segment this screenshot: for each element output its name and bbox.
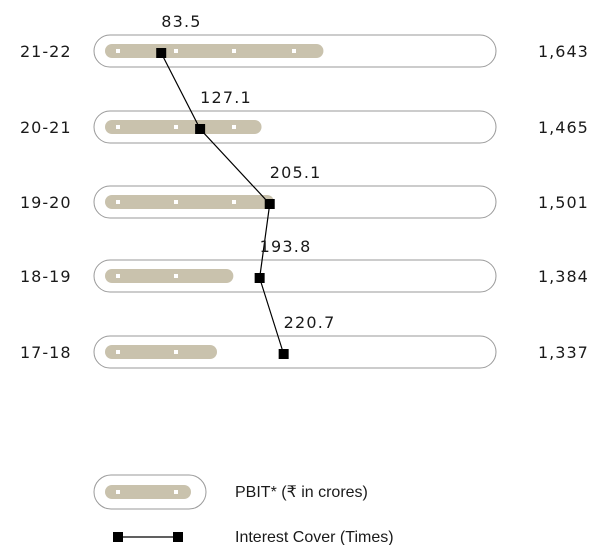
pbit-value-label: 1,384 (538, 267, 589, 286)
interest-cover-marker (264, 199, 275, 209)
category-label: 18-19 (20, 267, 72, 286)
legend-interest-marker (173, 532, 183, 542)
chart-row: 18-19 1,384 (20, 259, 589, 293)
bar-track (93, 335, 497, 369)
legend-item-interest-cover: Interest Cover (Times) (113, 529, 394, 545)
pbit-value-label: 1,465 (538, 118, 589, 137)
category-label: 21-22 (20, 42, 72, 61)
interest-cover-marker (195, 124, 206, 134)
pbit-value-label: 1,337 (538, 343, 589, 362)
pbit-bar (105, 120, 262, 134)
pbit-value-label: 1,501 (538, 193, 589, 212)
pbit-bar (105, 44, 324, 58)
legend-interest-marker (113, 532, 123, 542)
bar-dot (116, 200, 120, 204)
chart-row: 17-18 1,337 (20, 335, 589, 369)
legend-pbit-dot (116, 490, 120, 494)
interest-cover-marker (278, 349, 289, 359)
bar-dot (174, 274, 178, 278)
category-label: 20-21 (20, 118, 72, 137)
bar-track (93, 185, 497, 219)
legend-pbit-label: PBIT* (₹ in crores) (235, 484, 368, 501)
bar-dot (116, 49, 120, 53)
bar-dot (174, 350, 178, 354)
bar-dot (174, 200, 178, 204)
chart-row: 19-20 1,501 (20, 185, 589, 219)
interest-cover-value-label: 127.1 (200, 88, 252, 107)
interest-cover-value-label: 220.7 (284, 313, 336, 332)
bar-dot (174, 125, 178, 129)
category-label: 17-18 (20, 343, 72, 362)
bar-dot (116, 350, 120, 354)
interest-cover-value-label: 205.1 (270, 163, 322, 182)
pbit-bar (105, 345, 218, 359)
interest-cover-line-layer: 83.5 127.1 205.1 193.8 220.7 (156, 12, 336, 359)
legend-pbit-dot (174, 490, 178, 494)
legend-item-pbit: PBIT* (₹ in crores) (93, 474, 368, 510)
bar-dot (292, 49, 296, 53)
legend: PBIT* (₹ in crores) Interest Cover (Time… (93, 474, 394, 545)
legend-pbit-bar (105, 485, 191, 499)
interest-cover-marker (254, 273, 265, 283)
bar-dot (232, 125, 236, 129)
interest-cover-value-label: 83.5 (161, 12, 201, 31)
pbit-value-label: 1,643 (538, 42, 589, 61)
chart-row: 21-22 1,643 (20, 34, 589, 68)
bar-dot (174, 49, 178, 53)
bar-dot (116, 125, 120, 129)
category-label: 19-20 (20, 193, 72, 212)
interest-cover-value-label: 193.8 (260, 237, 312, 256)
bar-track (93, 259, 497, 293)
bar-dot (232, 49, 236, 53)
legend-interest-label: Interest Cover (Times) (235, 529, 394, 545)
chart-row: 20-21 1,465 (20, 110, 589, 144)
chart-rows: 21-22 1,643 20-21 1,465 19-20 1,501 18-19 1,384… (20, 34, 589, 369)
bar-dot (116, 274, 120, 278)
interest-cover-marker (156, 48, 167, 58)
pbit-bar (105, 269, 234, 283)
pbit-bar (105, 195, 275, 209)
bar-dot (232, 200, 236, 204)
